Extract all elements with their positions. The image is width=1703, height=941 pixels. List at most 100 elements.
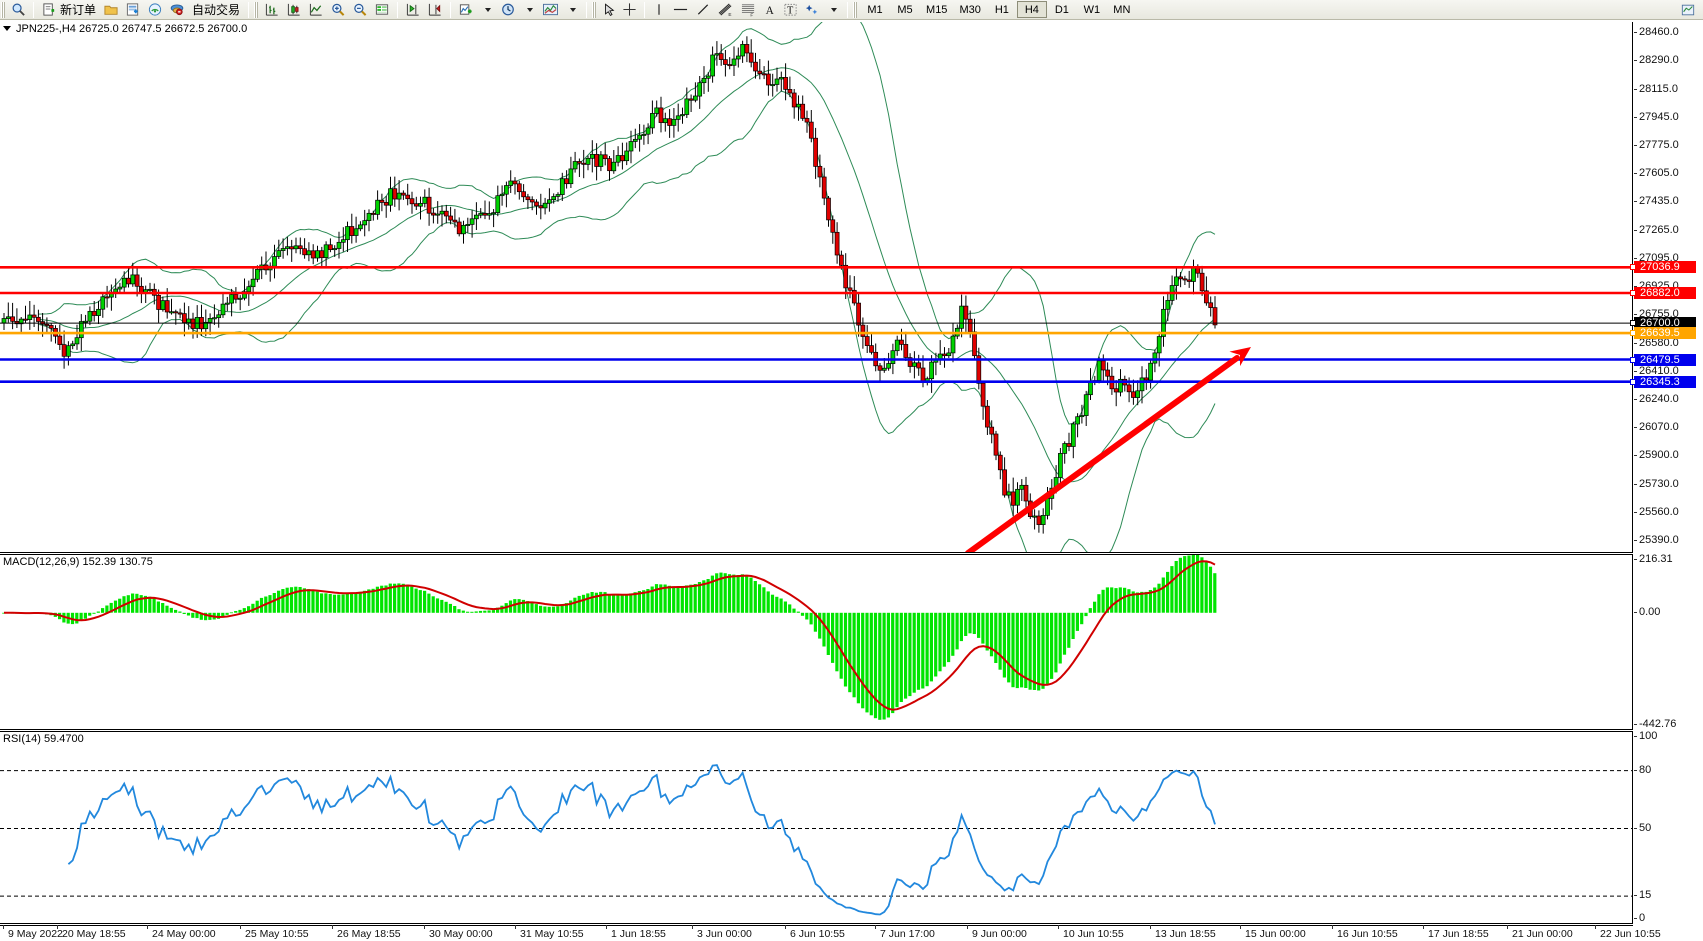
price-level-tag[interactable]: 26700.0	[1630, 317, 1696, 330]
price-level-tag[interactable]: 26345.3	[1630, 375, 1696, 388]
chart-collapse-icon[interactable]	[3, 26, 11, 31]
trendline-icon[interactable]	[692, 1, 714, 19]
toolbar-separator-6	[644, 1, 646, 18]
price-chart-svg	[0, 22, 1632, 553]
chevron-down-icon[interactable]	[519, 1, 539, 19]
zoom-out-icon[interactable]	[349, 1, 371, 19]
toolbar-separator-4	[450, 1, 452, 18]
time-axis-label: 9 Jun 00:00	[967, 925, 1027, 940]
timeframe-m30[interactable]: M30	[959, 3, 981, 16]
rsi-label: RSI(14) 59.4700	[3, 733, 84, 745]
chart-window-icon[interactable]	[1677, 1, 1699, 19]
vertical-line-icon[interactable]	[649, 1, 669, 19]
text-icon[interactable]: A	[760, 1, 780, 19]
crosshair-icon[interactable]	[619, 1, 640, 19]
fibonacci-retracement-icon[interactable]: F	[737, 1, 760, 19]
time-axis-label: 22 Jun 10:55	[1595, 925, 1661, 940]
data-window-icon[interactable]	[371, 1, 393, 19]
time-axis-label: 24 May 00:00	[147, 925, 216, 940]
toolbar-grip-objects[interactable]	[592, 1, 597, 18]
candlestick-chart-icon[interactable]	[283, 1, 305, 19]
macd-histogram	[2, 555, 1217, 720]
toolbar-separator-7	[847, 1, 849, 18]
svg-text:T: T	[787, 6, 794, 17]
equidistant-channel-icon[interactable]: E	[714, 1, 737, 19]
chevron-down-icon[interactable]	[562, 1, 582, 19]
time-axis[interactable]: 9 May 2022 20 May 18:55 24 May 00:00 25 May…	[0, 925, 1661, 941]
price-chart-pane[interactable]	[0, 22, 1633, 553]
time-axis-label: 20 May 18:55	[57, 925, 126, 940]
timeframe-d1[interactable]: D1	[1054, 3, 1069, 16]
trend-arrow[interactable]	[965, 347, 1251, 553]
label-icon[interactable]: T	[780, 1, 801, 19]
macd-signal-line	[3, 560, 1216, 711]
indicator-add-icon[interactable]	[455, 1, 477, 19]
timeframe-w1[interactable]: W1	[1083, 3, 1101, 16]
toolbar-separator-5	[586, 1, 588, 18]
template-icon[interactable]	[539, 1, 562, 19]
price-axis[interactable]: 28460.0 28290.0 28115.0 27945.0 27775.0 27605…	[1630, 22, 1703, 554]
clock-icon[interactable]	[497, 1, 519, 19]
folder-icon[interactable]	[100, 1, 122, 19]
toolbar-grip-charttype[interactable]	[254, 1, 259, 18]
chart-symbol-ohlc: JPN225-,H4 26725.0 26747.5 26672.5 26700…	[16, 22, 248, 35]
price-level-tag[interactable]: 26479.5	[1630, 353, 1696, 366]
toolbar-separator-2	[248, 1, 250, 18]
price-axis-tick: 27605.0	[1634, 168, 1679, 179]
toolbar-grip-standard[interactable]	[1, 1, 5, 18]
rsi-indicator-pane[interactable]: RSI(14) 59.4700	[0, 731, 1633, 924]
time-axis-label: 30 May 00:00	[424, 925, 493, 940]
timeframe-m5[interactable]: M5	[897, 3, 913, 16]
autotrade-icon[interactable]	[166, 1, 188, 19]
chevron-down-icon[interactable]	[477, 1, 497, 19]
chart-shift-icon[interactable]	[424, 1, 446, 19]
price-level-tag-label: 26700.0	[1640, 317, 1680, 330]
time-axis-label: 7 Jun 17:00	[875, 925, 935, 940]
macd-axis[interactable]: 216.31 0.00 -442.76	[1634, 554, 1703, 731]
price-axis-tick: 25730.0	[1634, 478, 1679, 490]
chart-header: JPN225-,H4 26725.0 26747.5 26672.5 26700…	[0, 21, 247, 36]
signals-icon[interactable]	[144, 1, 166, 19]
autotrading-button[interactable]: 自动交易	[188, 1, 244, 19]
timeframe-mn[interactable]: MN	[1113, 3, 1131, 16]
rsi-axis-tick: 15	[1634, 890, 1651, 901]
price-level-tag[interactable]: 26639.5	[1630, 327, 1696, 340]
timeframe-h4[interactable]: H4	[1016, 1, 1047, 18]
toolbar-grip-timeframes[interactable]	[853, 1, 858, 18]
price-axis-tick: 28115.0	[1634, 83, 1678, 95]
rsi-axis-tick: 100	[1634, 731, 1657, 742]
price-level-tag-label: 27036.9	[1640, 261, 1680, 274]
new-order-button[interactable]: 新订单	[38, 1, 100, 19]
bollinger-band-line	[38, 67, 1216, 483]
price-axis-tick: 26925.0	[1634, 280, 1679, 292]
time-axis-label: 9 May 2022	[3, 925, 63, 940]
zoom-in-icon[interactable]	[327, 1, 349, 19]
price-level-tag[interactable]: 27036.9	[1630, 261, 1696, 274]
zoom-tool-icon[interactable]	[8, 1, 29, 19]
chevron-down-icon[interactable]	[823, 1, 843, 19]
rsi-axis[interactable]: 100 80 50 15 0	[1634, 731, 1703, 925]
svg-text:E: E	[728, 12, 731, 17]
rsi-line	[67, 764, 1216, 916]
bar-chart-icon[interactable]	[261, 1, 283, 19]
shapes-icon[interactable]	[801, 1, 823, 19]
macd-indicator-pane[interactable]: MACD(12,26,9) 152.39 130.75	[0, 554, 1633, 730]
price-axis-tick: 25390.0	[1634, 534, 1679, 546]
timeframe-m1[interactable]: M1	[867, 3, 883, 16]
new-order-label: 新订单	[60, 3, 97, 17]
horizontal-line-icon[interactable]	[669, 1, 692, 19]
time-axis-label: 10 Jun 10:55	[1058, 925, 1124, 940]
timeframe-m15[interactable]: M15	[926, 3, 948, 16]
line-chart-icon[interactable]	[305, 1, 327, 19]
timeframe-h1[interactable]: H1	[994, 3, 1009, 16]
price-axis-tick: 25560.0	[1634, 506, 1679, 518]
price-level-tag[interactable]: 26882.0	[1630, 286, 1696, 299]
auto-scroll-icon[interactable]	[402, 1, 424, 19]
time-axis-label: 13 Jun 18:55	[1150, 925, 1216, 940]
price-level-tag-label: 26639.5	[1640, 327, 1680, 340]
rsi-axis-tick: 50	[1634, 822, 1651, 834]
toolbar-separator-1	[33, 1, 34, 18]
cursor-icon[interactable]	[599, 1, 619, 19]
navigator-icon[interactable]	[122, 1, 144, 19]
time-axis-label: 15 Jun 00:00	[1240, 925, 1306, 940]
